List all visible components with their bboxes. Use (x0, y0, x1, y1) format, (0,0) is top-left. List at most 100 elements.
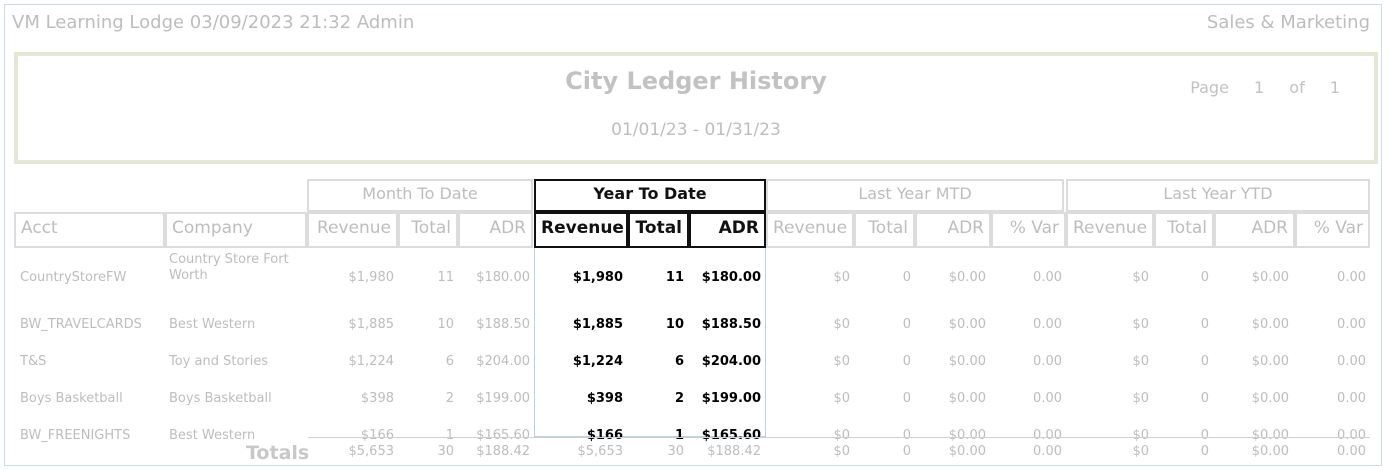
col-header-lymtd-revenue: Revenue (766, 212, 854, 248)
row-company: Best Western (169, 428, 256, 443)
row-mtd-total: 10 (437, 317, 454, 332)
header-department: Sales & Marketing (1206, 12, 1370, 33)
row-ytd-total: 6 (674, 354, 684, 369)
row-ly-mtd-pct-var: 0.00 (1033, 354, 1062, 369)
row-mtd-total: 1 (445, 428, 454, 443)
total-mtd-adr: $188.42 (476, 444, 530, 459)
row-ly-mtd-adr: $0.00 (948, 354, 986, 369)
page-indicator: Page 1 of 1 (1190, 78, 1340, 97)
row-ly-ytd-pct-var: 0.00 (1337, 270, 1366, 285)
row-ytd-adr: $180.00 (701, 270, 761, 285)
row-ytd-revenue: $398 (586, 391, 623, 406)
row-ytd-revenue: $1,224 (572, 354, 623, 369)
row-ytd-adr: $165.60 (701, 428, 761, 443)
row-ly-mtd-revenue: $0 (833, 317, 850, 332)
row-ly-mtd-pct-var: 0.00 (1033, 317, 1062, 332)
total-ly-ytd-pct-var: 0.00 (1337, 444, 1366, 459)
row-mtd-revenue: $1,885 (348, 317, 395, 332)
total-ly-ytd-total: 0 (1200, 444, 1209, 459)
group-header-ytd: Year To Date (534, 179, 766, 212)
row-mtd-total: 2 (445, 391, 454, 406)
total-ytd-revenue: $5,653 (577, 444, 624, 459)
row-ly-mtd-total: 0 (902, 428, 911, 443)
row-ly-mtd-revenue: $0 (833, 354, 850, 369)
row-company: Boys Basketball (169, 391, 272, 406)
col-header-lyytd-pctvar: % Var (1295, 212, 1370, 248)
report-title: City Ledger History (565, 67, 827, 95)
totals-divider (308, 437, 1370, 438)
row-ly-ytd-total: 0 (1200, 270, 1209, 285)
row-ly-ytd-adr: $0.00 (1251, 391, 1289, 406)
row-ly-ytd-revenue: $0 (1132, 354, 1149, 369)
col-header-lymtd-total: Total (854, 212, 915, 248)
row-ytd-revenue: $1,980 (572, 270, 623, 285)
row-ytd-total: 1 (674, 428, 684, 443)
total-ly-mtd-pct-var: 0.00 (1033, 444, 1062, 459)
row-mtd-adr: $204.00 (476, 354, 530, 369)
row-ytd-total: 2 (674, 391, 684, 406)
row-ytd-adr: $204.00 (701, 354, 761, 369)
row-mtd-revenue: $398 (360, 391, 394, 406)
page-total: 1 (1329, 78, 1340, 97)
total-ly-ytd-adr: $0.00 (1251, 444, 1289, 459)
row-ly-mtd-adr: $0.00 (948, 428, 986, 443)
col-header-mtd-total: Total (398, 212, 458, 248)
page-current: 1 (1254, 78, 1265, 97)
report-date-range: 01/01/23 - 01/31/23 (611, 120, 781, 140)
row-ly-mtd-pct-var: 0.00 (1033, 428, 1062, 443)
col-header-lymtd-adr: ADR (915, 212, 991, 248)
total-ly-mtd-total: 0 (902, 444, 911, 459)
row-ly-ytd-revenue: $0 (1132, 317, 1149, 332)
col-header-lyytd-adr: ADR (1214, 212, 1295, 248)
total-ly-ytd-revenue: $0 (1132, 444, 1149, 459)
report-frame (4, 4, 1382, 466)
row-ly-mtd-adr: $0.00 (948, 270, 986, 285)
row-ly-ytd-adr: $0.00 (1251, 354, 1289, 369)
total-ytd-adr: $188.42 (707, 444, 761, 459)
row-ytd-total: 10 (665, 317, 684, 332)
row-ytd-adr: $199.00 (701, 391, 761, 406)
row-mtd-adr: $180.00 (476, 270, 530, 285)
page-of-label: of (1289, 78, 1305, 97)
row-ly-ytd-adr: $0.00 (1251, 317, 1289, 332)
row-ly-mtd-pct-var: 0.00 (1033, 270, 1062, 285)
row-mtd-revenue: $1,980 (348, 270, 395, 285)
col-header-mtd-adr: ADR (458, 212, 533, 248)
ytd-highlight-column (534, 248, 766, 437)
row-ly-mtd-revenue: $0 (833, 391, 850, 406)
col-header-ytd-revenue: Revenue (534, 212, 628, 248)
row-ly-ytd-adr: $0.00 (1251, 428, 1289, 443)
row-ly-ytd-revenue: $0 (1132, 391, 1149, 406)
row-ly-mtd-revenue: $0 (833, 428, 850, 443)
row-ly-ytd-total: 0 (1200, 391, 1209, 406)
row-mtd-adr: $165.60 (476, 428, 530, 443)
row-ly-mtd-adr: $0.00 (948, 317, 986, 332)
row-ly-mtd-revenue: $0 (833, 270, 850, 285)
row-ly-mtd-pct-var: 0.00 (1033, 391, 1062, 406)
col-header-ytd-adr: ADR (689, 212, 766, 248)
col-header-ytd-total: Total (628, 212, 689, 248)
row-ly-ytd-pct-var: 0.00 (1337, 354, 1366, 369)
col-header-lyytd-revenue: Revenue (1066, 212, 1154, 248)
col-header-company: Company (165, 212, 307, 248)
row-ly-ytd-pct-var: 0.00 (1337, 428, 1366, 443)
row-ly-ytd-revenue: $0 (1132, 428, 1149, 443)
row-ly-ytd-pct-var: 0.00 (1337, 391, 1366, 406)
col-header-mtd-revenue: Revenue (307, 212, 398, 248)
row-ytd-adr: $188.50 (701, 317, 761, 332)
row-mtd-revenue: $1,224 (348, 354, 395, 369)
row-ly-mtd-adr: $0.00 (948, 391, 986, 406)
total-ytd-total: 30 (667, 444, 684, 459)
row-mtd-adr: $199.00 (476, 391, 530, 406)
row-acct: BW_TRAVELCARDS (20, 317, 142, 332)
group-header-ly-mtd: Last Year MTD (766, 179, 1064, 212)
row-mtd-total: 6 (445, 354, 454, 369)
col-header-acct: Acct (14, 212, 165, 248)
group-header-mtd: Month To Date (307, 179, 533, 212)
row-acct: Boys Basketball (20, 391, 123, 406)
col-header-lymtd-pctvar: % Var (991, 212, 1066, 248)
row-company: Best Western (169, 317, 256, 332)
total-ly-mtd-revenue: $0 (833, 444, 850, 459)
row-mtd-total: 11 (437, 270, 454, 285)
row-ly-mtd-total: 0 (902, 270, 911, 285)
